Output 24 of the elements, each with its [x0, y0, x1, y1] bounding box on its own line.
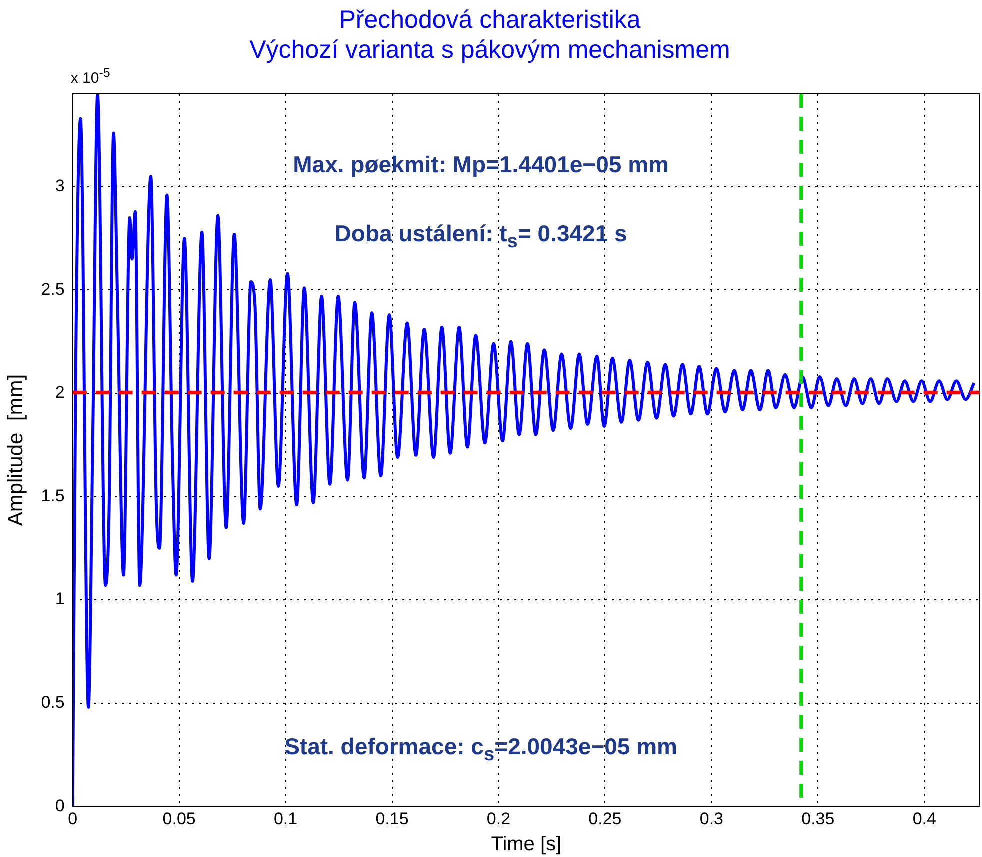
text: x 10$^{-5}$ — [70, 66, 110, 87]
y-tick-label: 1 — [55, 590, 65, 609]
annotation: Doba ustálení: t$_{s}$= 0.3421 s — [334, 220, 628, 253]
x-tick-label: 0.1 — [274, 809, 298, 828]
x-tick-label: 0.05 — [162, 809, 196, 828]
annotation: Max. pøekmit: Mp=1.4401e−05 mm — [293, 152, 669, 179]
chart-subtitle: Výchozí varianta s pákovým mechanismem — [250, 36, 730, 64]
x-tick-label: 0 — [68, 809, 78, 828]
y-tick-label: 0 — [55, 796, 65, 816]
chart-title: Přechodová charakteristika — [339, 6, 641, 34]
x-tick-label: 0.15 — [376, 809, 409, 828]
x-tick-label: 0.2 — [486, 809, 511, 828]
y-tick-label: 2.5 — [41, 280, 65, 299]
x-axis-title: Time [s] — [491, 834, 562, 856]
y-axis-title: Amplitude [mm] — [4, 374, 28, 526]
y-tick-label: 3 — [55, 176, 65, 196]
x-tick-label: 0.3 — [700, 809, 724, 828]
annotation: Stat. deformace: c$_{s}$=2.0043e−05 mm — [284, 733, 678, 766]
y-tick-label: 2 — [55, 383, 65, 402]
x-tick-label: 0.25 — [588, 809, 622, 828]
x-tick-label: 0.35 — [802, 809, 835, 828]
x-tick-label: 0.4 — [912, 809, 936, 828]
y-tick-label: 1.5 — [41, 486, 65, 506]
y-tick-label: 0.5 — [41, 693, 65, 712]
